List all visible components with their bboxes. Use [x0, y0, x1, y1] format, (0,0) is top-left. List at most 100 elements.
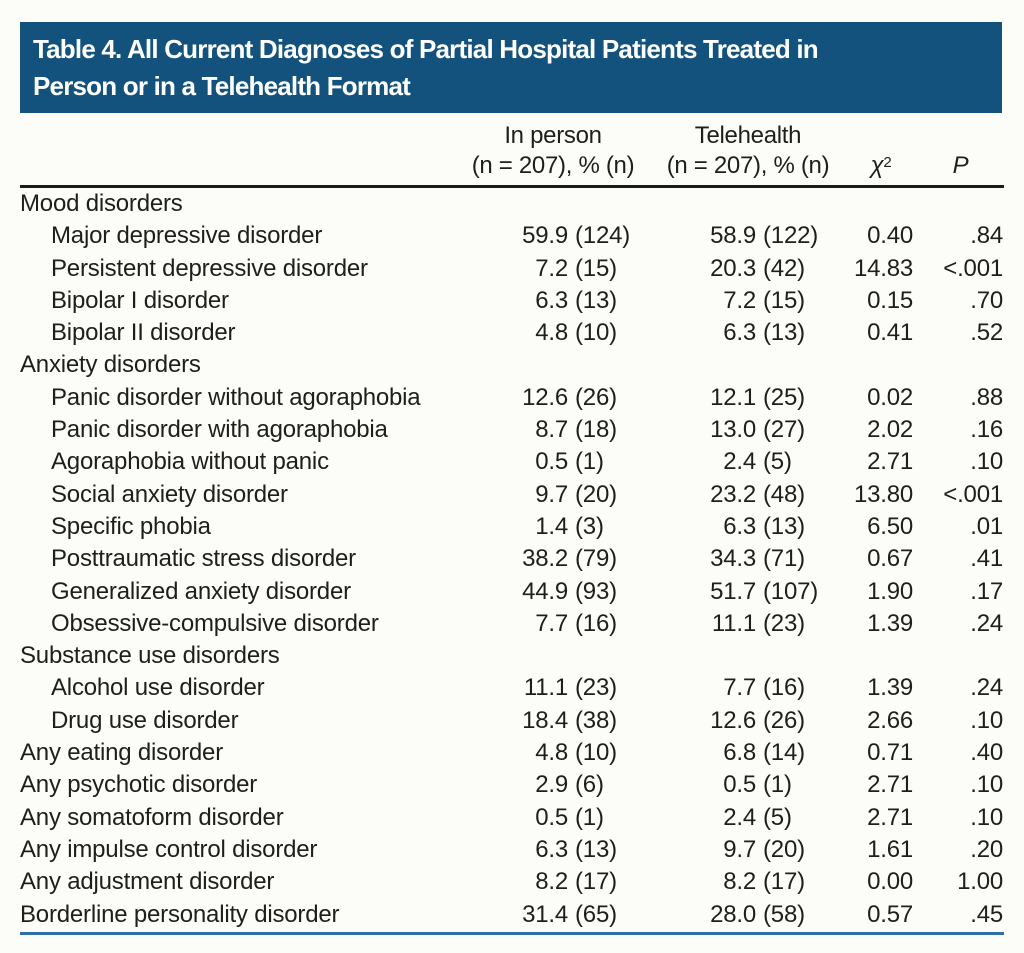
telehealth-count: (20) — [763, 835, 805, 863]
chi-square-value: 2.71 — [867, 771, 913, 799]
table-title-line-2: Person or in a Telehealth Format — [33, 71, 411, 101]
column-header-p-value: P — [952, 152, 969, 179]
in-person-count: (10) — [575, 739, 617, 767]
telehealth-count: (5) — [763, 803, 792, 831]
telehealth-count: (13) — [763, 319, 805, 347]
in-person-percent: 59.9 — [522, 222, 568, 250]
in-person-percent: 7.2 — [535, 254, 568, 282]
p-value: .24 — [970, 609, 1003, 637]
chi-square-value: 1.90 — [867, 577, 913, 605]
in-person-percent: 7.7 — [535, 609, 568, 637]
diagnoses-table: In person (n = 207), % (n) Telehealth (n… — [20, 113, 1004, 935]
table-row: Panic disorder without agoraphobia 12.6(… — [20, 382, 1004, 414]
diagnosis-label: Panic disorder with agoraphobia — [51, 416, 388, 444]
diagnosis-label: Posttraumatic stress disorder — [51, 545, 356, 573]
in-person-percent: 31.4 — [522, 900, 568, 928]
table-row: Mood disorders — [20, 188, 1004, 220]
telehealth-percent: 2.4 — [723, 448, 756, 476]
in-person-count: (13) — [575, 286, 617, 314]
diagnosis-label: Social anxiety disorder — [51, 480, 288, 508]
diagnosis-label: Major depressive disorder — [51, 222, 323, 250]
telehealth-value — [651, 640, 845, 672]
telehealth-count: (27) — [763, 416, 805, 444]
in-person-percent: 11.1 — [523, 674, 568, 702]
diagnosis-label: Generalized anxiety disorder — [51, 577, 351, 605]
telehealth-count: (23) — [763, 609, 805, 637]
telehealth-value: 51.7 (107) — [651, 576, 845, 608]
diagnosis-label: Mood disorders — [20, 190, 183, 217]
chi-symbol: χ — [870, 152, 884, 179]
chi-square-value: 0.40 — [867, 222, 913, 250]
chi-square-value: 2.02 — [867, 416, 913, 444]
chi-square-value: 0.15 — [867, 286, 913, 314]
in-person-value: 44.9 (93) — [455, 576, 651, 608]
telehealth-count: (71) — [763, 545, 805, 573]
telehealth-value: 12.6 (26) — [651, 705, 845, 737]
in-person-count: (124) — [575, 222, 631, 250]
in-person-value: 31.4 (65) — [455, 899, 651, 931]
chi-square-value — [845, 640, 917, 672]
telehealth-value: 2.4 (5) — [651, 446, 845, 478]
table-row: Any somatoform disorder 0.5 (1) 2.4 (5) 2.… — [20, 802, 1004, 834]
in-person-value — [455, 188, 651, 220]
telehealth-value: 7.2 (15) — [651, 285, 845, 317]
table-row: Any impulse control disorder 6.3 (13) 9.7… — [20, 834, 1004, 866]
p-value: .88 — [970, 383, 1003, 411]
telehealth-percent: 8.2 — [723, 868, 756, 896]
diagnosis-label: Any somatoform disorder — [20, 803, 284, 831]
table-row: Any adjustment disorder 8.2 (17) 8.2 (17) … — [20, 866, 1004, 898]
telehealth-percent: 9.7 — [723, 835, 756, 863]
table-row: Persistent depressive disorder 7.2 (15) 2… — [20, 253, 1004, 285]
diagnosis-label: Specific phobia — [51, 512, 211, 540]
table-row: Panic disorder with agoraphobia 8.7 (18) … — [20, 414, 1004, 446]
in-person-count: (79) — [575, 545, 617, 573]
diagnosis-label: Panic disorder without agoraphobia — [51, 383, 421, 411]
chi-square-value — [845, 349, 917, 381]
in-person-count: (18) — [575, 416, 617, 444]
telehealth-percent: 34.3 — [710, 545, 756, 573]
in-person-value: 6.3 (13) — [455, 285, 651, 317]
in-person-count: (10) — [575, 319, 617, 347]
in-person-value: 9.7 (20) — [455, 479, 651, 511]
chi-square-value: 0.57 — [867, 900, 913, 928]
in-person-value: 11.1 (23) — [455, 672, 651, 704]
diagnosis-label: Anxiety disorders — [20, 351, 201, 379]
in-person-percent: 8.2 — [535, 868, 568, 896]
p-value: <.001 — [943, 254, 1003, 282]
in-person-percent: 8.7 — [535, 416, 568, 444]
telehealth-percent: 13.0 — [710, 416, 756, 444]
telehealth-value: 34.3 (71) — [651, 543, 845, 575]
chi-square-value: 1.61 — [867, 835, 913, 863]
column-header-chi-square: χ2 — [845, 148, 917, 181]
in-person-value: 6.3 (13) — [455, 834, 651, 866]
telehealth-header-line1: Telehealth — [694, 122, 802, 149]
p-value: .24 — [970, 674, 1003, 702]
telehealth-value — [651, 188, 845, 220]
chi-square-value: 13.80 — [853, 480, 913, 508]
in-person-percent: 12.6 — [522, 383, 568, 411]
telehealth-percent: 58.9 — [710, 222, 756, 250]
telehealth-count: (42) — [763, 254, 805, 282]
diagnosis-label: Obsessive-compulsive disorder — [51, 609, 379, 637]
chi-square-value: 2.71 — [867, 803, 913, 831]
in-person-count: (3) — [575, 512, 604, 540]
table-row: Substance use disorders — [20, 640, 1004, 672]
telehealth-count: (5) — [763, 448, 792, 476]
p-value: .16 — [970, 416, 1003, 444]
p-value: .10 — [970, 803, 1003, 831]
diagnosis-label: Any psychotic disorder — [20, 771, 258, 799]
chi-superscript: 2 — [883, 154, 892, 171]
diagnosis-label: Persistent depressive disorder — [51, 254, 368, 282]
chi-square-value: 0.71 — [867, 739, 913, 767]
telehealth-count: (58) — [763, 900, 805, 928]
in-person-count: (1) — [575, 448, 604, 476]
in-person-count: (17) — [575, 868, 617, 896]
in-person-percent: 0.5 — [535, 448, 568, 476]
telehealth-percent: 20.3 — [710, 254, 756, 282]
table-row: Any eating disorder 4.8 (10) 6.8 (14) 0.71… — [20, 737, 1004, 769]
chi-square-value: 0.02 — [867, 383, 913, 411]
in-person-percent: 44.9 — [522, 577, 568, 605]
table-row: Major depressive disorder 59.9 (124) 58.9… — [20, 220, 1004, 252]
chi-square-value: 2.66 — [867, 706, 913, 734]
